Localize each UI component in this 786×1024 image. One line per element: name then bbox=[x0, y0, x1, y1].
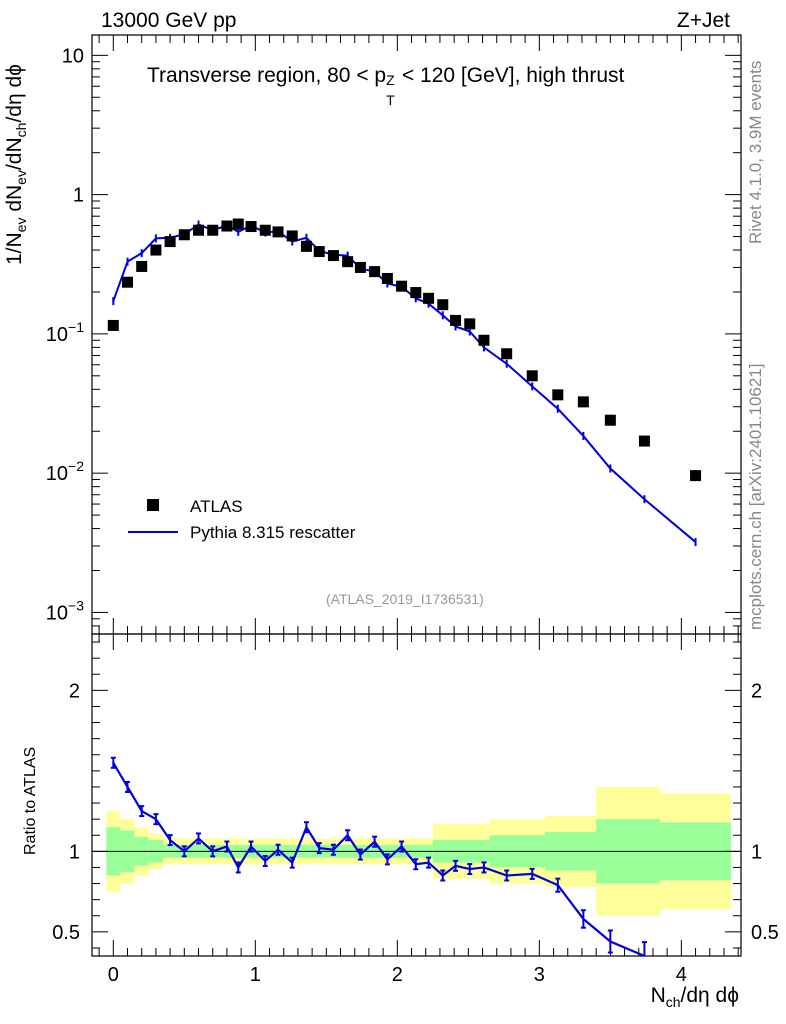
atlas-point bbox=[259, 224, 271, 236]
main-y-tick-exp: −2 bbox=[68, 458, 84, 474]
atlas-point bbox=[327, 250, 339, 262]
atlas-point bbox=[272, 226, 284, 238]
ratio-y-tick-label-right: 1 bbox=[751, 841, 762, 863]
atlas-point bbox=[396, 280, 408, 292]
atlas-point bbox=[450, 314, 462, 326]
atlas-point bbox=[369, 266, 381, 278]
source-label: mcplots.cern.ch [arXiv:2401.10621] bbox=[746, 363, 765, 630]
atlas-point bbox=[136, 260, 148, 272]
atlas-point bbox=[300, 240, 312, 252]
atlas-point bbox=[423, 292, 435, 304]
atlas-point bbox=[501, 348, 513, 360]
atlas-point bbox=[221, 220, 233, 232]
atlas-point bbox=[164, 236, 176, 248]
atlas-point bbox=[122, 276, 134, 288]
main-y-tick-label: 10−3 bbox=[46, 597, 84, 624]
plot-title-sub: T bbox=[386, 92, 395, 108]
ratio-y-axis-label: Ratio to ATLAS bbox=[22, 746, 39, 855]
plot-title-sup: Z bbox=[386, 72, 395, 88]
x-tick-label: 0 bbox=[108, 964, 119, 986]
x-tick-label: 4 bbox=[676, 964, 687, 986]
atlas-point bbox=[478, 334, 490, 346]
main-series bbox=[107, 218, 702, 547]
ratio-y-tick-label-right: 0.5 bbox=[751, 922, 779, 944]
axis-ticks bbox=[92, 35, 741, 956]
atlas-point bbox=[232, 218, 244, 230]
atlas-point bbox=[410, 287, 422, 299]
atlas-point bbox=[107, 319, 119, 331]
axes-frames bbox=[91, 34, 742, 957]
main-y-tick-base: 10 bbox=[46, 602, 68, 624]
mc-line bbox=[112, 223, 697, 543]
main-y-tick-label: 1 bbox=[73, 185, 84, 207]
atlas-point bbox=[381, 272, 393, 284]
analysis-id: (ATLAS_2019_I1736531) bbox=[326, 591, 484, 607]
ratio-series bbox=[110, 756, 647, 956]
legend: ATLAS Pythia 8.315 rescatter bbox=[128, 497, 356, 542]
atlas-point bbox=[193, 224, 205, 236]
atlas-point bbox=[526, 370, 538, 382]
main-y-tick-label: 10−2 bbox=[46, 458, 84, 485]
legend-atlas-marker bbox=[147, 499, 159, 511]
main-y-tick-exp: −3 bbox=[68, 597, 84, 613]
atlas-point bbox=[178, 229, 190, 241]
atlas-point bbox=[638, 435, 650, 447]
atlas-point bbox=[150, 244, 162, 256]
atlas-point bbox=[207, 224, 219, 236]
plot-title-prefix: Transverse region, 80 < p bbox=[147, 64, 387, 87]
ratio-y-tick-label: 2 bbox=[69, 680, 80, 702]
main-y-tick-label: 10−1 bbox=[46, 319, 84, 346]
atlas-point bbox=[313, 246, 325, 258]
ratio-y-tick-label: 1 bbox=[69, 841, 80, 863]
header-left: 13000 GeV pp bbox=[101, 9, 237, 32]
plot-title-suffix: < 120 [GeV], high thrust bbox=[396, 64, 625, 87]
legend-atlas-label: ATLAS bbox=[190, 497, 243, 516]
header-right: Z+Jet bbox=[676, 9, 730, 32]
atlas-point bbox=[354, 261, 366, 273]
ratio-y-tick-label: 0.5 bbox=[52, 922, 80, 944]
main-frame bbox=[91, 34, 742, 635]
atlas-point bbox=[245, 221, 257, 233]
atlas-point bbox=[690, 470, 702, 482]
main-y-tick-label: 10 bbox=[62, 45, 84, 67]
legend-mc-label: Pythia 8.315 rescatter bbox=[190, 523, 356, 542]
ratio-line bbox=[112, 762, 645, 956]
atlas-point bbox=[342, 256, 354, 268]
rivet-label: Rivet 4.1.0, 3.9M events bbox=[746, 60, 765, 244]
x-tick-label: 2 bbox=[392, 964, 403, 986]
main-y-tick-base: 10 bbox=[46, 463, 68, 485]
x-tick-label: 1 bbox=[250, 964, 261, 986]
atlas-point bbox=[552, 389, 564, 401]
main-y-axis-label: 1/Nev dNev/dNch/dη dϕ bbox=[3, 64, 30, 265]
atlas-point bbox=[286, 230, 298, 242]
main-y-tick-base: 10 bbox=[46, 324, 68, 346]
ratio-y-tick-label-right: 2 bbox=[751, 680, 762, 702]
atlas-point bbox=[604, 414, 616, 426]
atlas-point bbox=[464, 318, 476, 330]
atlas-point bbox=[577, 396, 589, 408]
main-y-tick-exp: −1 bbox=[68, 319, 84, 335]
atlas-point bbox=[437, 299, 449, 311]
ratio-frame bbox=[91, 633, 742, 957]
x-tick-label: 3 bbox=[534, 964, 545, 986]
x-axis-label: Nch/dη dϕ bbox=[650, 983, 739, 1010]
